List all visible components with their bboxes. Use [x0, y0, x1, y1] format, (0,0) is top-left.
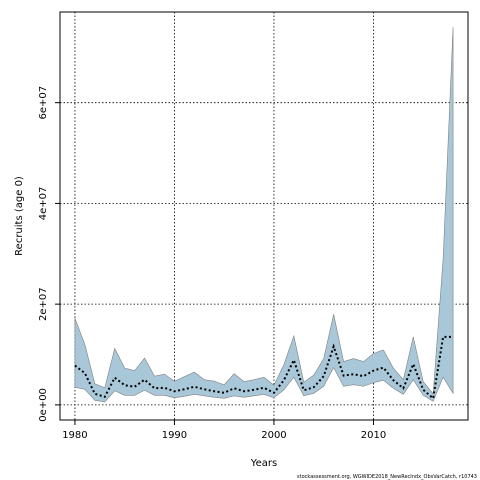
y-tick-label: 2e+07 — [38, 287, 49, 321]
y-axis-label: Recruits (age 0) — [14, 176, 25, 256]
x-axis-label: Years — [250, 458, 277, 469]
axes: 1980 1990 2000 2010 0e+00 2e+07 4e+07 6e+07 — [38, 86, 386, 441]
plot-frame — [59, 11, 469, 421]
y-tick-label: 0e+00 — [38, 388, 49, 422]
y-tick-label: 6e+07 — [38, 86, 49, 120]
x-tick-label: 1990 — [162, 430, 187, 441]
grid — [60, 12, 468, 420]
footer-note: stockassessment.org, WGWIDE2018_NewRecIn… — [297, 474, 477, 480]
x-tick-label: 2010 — [361, 430, 386, 441]
confidence-band — [74, 27, 454, 403]
y-tick-label: 4e+07 — [38, 187, 49, 221]
x-tick-label: 2000 — [261, 430, 286, 441]
x-tick-label: 1980 — [62, 430, 87, 441]
confidence-band-layer — [74, 27, 454, 403]
